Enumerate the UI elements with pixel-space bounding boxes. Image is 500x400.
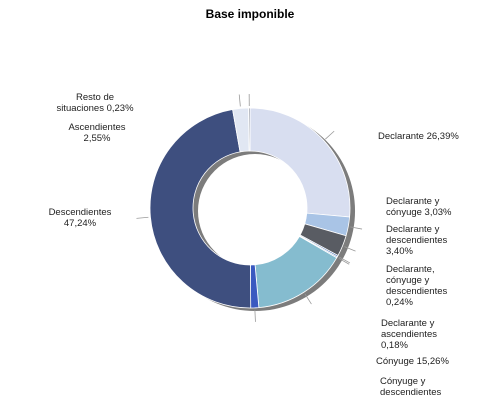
slice-label-line: Ascendientes bbox=[68, 122, 125, 133]
slice-label-line: Declarante y bbox=[386, 224, 440, 235]
slice-label-line: Declarante y bbox=[386, 196, 440, 207]
pie-slice bbox=[248, 107, 251, 152]
chart-leader-lines bbox=[136, 94, 363, 322]
slice-label-line: descendientes bbox=[386, 286, 448, 297]
slice-label-line: ascendientes bbox=[381, 329, 437, 340]
slice-label-line: Declarante, bbox=[386, 264, 435, 275]
leader-line bbox=[325, 130, 335, 140]
slice-label-line: Cónyuge y bbox=[380, 376, 426, 387]
leader-line bbox=[238, 94, 241, 107]
slice-label-line: descendientes bbox=[386, 235, 448, 246]
chart-title: Base imponible bbox=[206, 7, 295, 21]
leader-line bbox=[344, 246, 356, 252]
slice-label: Ascendientes 2,55% bbox=[68, 122, 125, 144]
slice-label-line: situaciones 0,23% bbox=[56, 103, 134, 114]
leader-line bbox=[136, 216, 149, 219]
slice-label: Declarante y ascendientes 0,18% bbox=[381, 318, 437, 351]
slice-label-line: 47,24% bbox=[64, 218, 97, 229]
chart-slices bbox=[149, 107, 351, 309]
chart-labels: Declarante 26,39%Declarante y cónyuge 3,0… bbox=[49, 92, 460, 398]
pie-slice bbox=[149, 109, 252, 309]
leader-line bbox=[338, 257, 350, 265]
slice-label-line: descendientes bbox=[380, 387, 442, 398]
slice-label: Declarante 26,39% bbox=[378, 131, 459, 142]
slice-label: Declarante y descendientes 3,40% bbox=[386, 224, 448, 257]
pie-slice bbox=[249, 107, 351, 218]
leader-line bbox=[254, 309, 256, 322]
slice-label-line: 3,40% bbox=[386, 246, 413, 257]
slice-label-line: 0,18% bbox=[381, 340, 408, 351]
slice-label: Cónyuge y descendientes bbox=[380, 376, 442, 398]
slice-label-line: Declarante y bbox=[381, 318, 435, 329]
slice-label-line: Descendientes bbox=[49, 207, 112, 218]
slice-label-line: 0,24% bbox=[386, 297, 413, 308]
slice-label-line: cónyuge y bbox=[386, 275, 430, 286]
slice-label: Declarante y cónyuge 3,03% bbox=[386, 196, 452, 218]
slice-label: Resto de situaciones 0,23% bbox=[56, 92, 134, 114]
leader-line bbox=[304, 293, 312, 305]
slice-label: Declarante, cónyuge y descendientes 0,24% bbox=[386, 264, 448, 308]
slice-label: Cónyuge 15,26% bbox=[376, 356, 449, 367]
slice-label-line: Cónyuge 15,26% bbox=[376, 356, 449, 367]
slice-label-line: cónyuge 3,03% bbox=[386, 207, 452, 218]
leader-line bbox=[350, 226, 363, 230]
slice-label: Descendientes 47,24% bbox=[49, 207, 112, 229]
slice-label-line: Resto de bbox=[76, 92, 114, 103]
slice-label-line: 2,55% bbox=[84, 133, 111, 144]
leader-line bbox=[339, 256, 351, 264]
slice-label-line: Declarante 26,39% bbox=[378, 131, 459, 142]
